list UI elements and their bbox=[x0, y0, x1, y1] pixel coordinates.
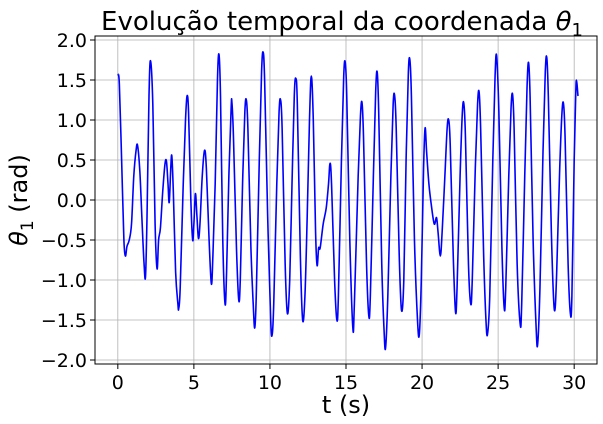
y-tick-label: −0.5 bbox=[41, 230, 87, 252]
series-group bbox=[117, 50, 579, 351]
theta1-series-line bbox=[117, 50, 579, 351]
y-tick-label: −2.0 bbox=[41, 350, 87, 372]
y-tick-label: 1.0 bbox=[57, 110, 87, 132]
x-tick-label: 25 bbox=[486, 372, 510, 394]
y-tick-label: 0.0 bbox=[57, 190, 87, 212]
axis-ticks: 0 5 10 15 20 25 30 2.0 1.5 1.0 0.5 0.0 −0.5 −1.0 −1.5 −… bbox=[41, 30, 586, 394]
x-axis-label: t (s) bbox=[322, 391, 370, 419]
x-tick-label: 20 bbox=[410, 372, 434, 394]
y-tick-label: −1.0 bbox=[41, 270, 87, 292]
x-tick-label: 10 bbox=[258, 372, 282, 394]
x-tick-label: 15 bbox=[334, 372, 358, 394]
y-tick-label: 2.0 bbox=[57, 30, 87, 52]
y-tick-label: 1.5 bbox=[57, 70, 87, 92]
x-tick-label: 5 bbox=[188, 372, 200, 394]
x-tick-label: 0 bbox=[112, 372, 124, 394]
y-axis-label: θ1 (rad) bbox=[5, 154, 38, 246]
y-tick-label: −1.5 bbox=[41, 310, 87, 332]
x-tick-label: 30 bbox=[562, 372, 586, 394]
y-tick-label: 0.5 bbox=[57, 150, 87, 172]
plot-frame bbox=[94, 35, 598, 365]
chart-title: Evolução temporal da coordenada θ1 bbox=[101, 7, 583, 41]
